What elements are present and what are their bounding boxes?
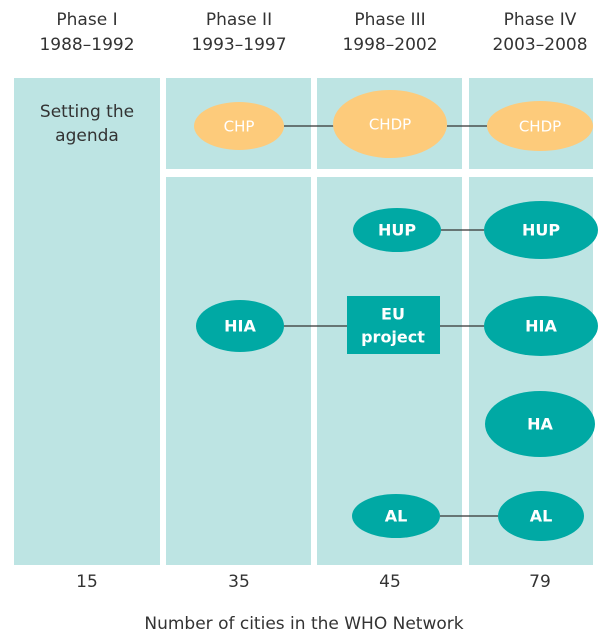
city-count: 45: [379, 572, 401, 592]
node-shape: [196, 300, 284, 352]
node-label: HIA: [224, 317, 256, 336]
phase-years: 1998–2002: [342, 35, 437, 55]
city-count: 35: [228, 572, 250, 592]
node-shape: [333, 90, 447, 158]
city-count: 79: [529, 572, 551, 592]
panel: [166, 177, 311, 565]
node-shape: [347, 296, 440, 354]
node-shape: [487, 101, 593, 151]
node-shape: [194, 102, 284, 150]
node-label: project: [361, 328, 425, 347]
node-shape: [498, 491, 584, 541]
node-shape: [485, 391, 595, 457]
phase-name: Phase I: [56, 10, 117, 30]
footer: Number of cities in the WHO Network: [144, 614, 463, 634]
node-label: CHDP: [519, 118, 561, 136]
node-label: HA: [527, 415, 553, 434]
node-shape: [484, 296, 598, 356]
node-shape: [352, 494, 440, 538]
node-label: HUP: [378, 221, 416, 240]
node-label: HIA: [525, 317, 557, 336]
node-label: CHP: [224, 118, 255, 136]
node-label: EU: [381, 305, 405, 324]
city-count: 15: [76, 572, 98, 592]
panels: [14, 78, 593, 565]
panel: [14, 78, 160, 565]
node-shape: [484, 201, 598, 259]
phase-years: 1988–1992: [39, 35, 134, 55]
phase-text: agenda: [55, 126, 119, 146]
phase-name: Phase IV: [504, 10, 577, 30]
node-label: HUP: [522, 221, 560, 240]
phase-years: 1993–1997: [191, 35, 286, 55]
shapes: [194, 90, 598, 541]
node-label: AL: [530, 507, 553, 526]
phase-years: 2003–2008: [492, 35, 587, 55]
connectors: [284, 125, 498, 517]
node-shape: [353, 208, 441, 252]
node-label: CHDP: [369, 116, 411, 134]
phase-name: Phase III: [354, 10, 425, 30]
phase-text: Setting the: [40, 102, 134, 122]
phase-name: Phase II: [206, 10, 272, 30]
node-label: AL: [385, 507, 408, 526]
